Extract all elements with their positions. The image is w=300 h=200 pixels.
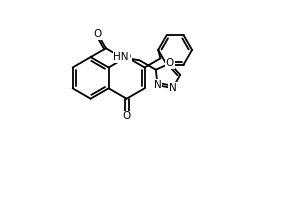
Text: HN: HN xyxy=(113,52,129,62)
Text: N: N xyxy=(169,83,176,93)
Text: N: N xyxy=(154,80,161,90)
Text: O: O xyxy=(122,111,131,121)
Text: O: O xyxy=(166,58,174,68)
Text: O: O xyxy=(94,29,102,39)
Text: O: O xyxy=(122,52,131,62)
